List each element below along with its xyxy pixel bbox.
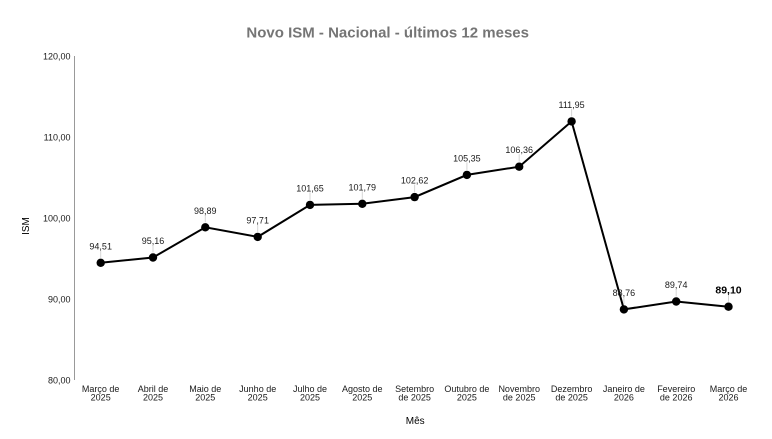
svg-text:111,95: 111,95	[558, 100, 584, 110]
svg-text:98,89: 98,89	[194, 206, 217, 216]
svg-text:Mês: Mês	[406, 416, 425, 427]
svg-text:90,00: 90,00	[48, 295, 71, 305]
svg-text:95,16: 95,16	[142, 236, 165, 246]
svg-text:120,00: 120,00	[43, 51, 71, 61]
svg-text:89,74: 89,74	[665, 280, 688, 290]
svg-text:106,36: 106,36	[505, 145, 533, 155]
svg-text:102,62: 102,62	[401, 176, 429, 186]
svg-text:80,00: 80,00	[48, 376, 71, 386]
svg-text:ISM: ISM	[21, 217, 32, 235]
svg-text:89,10: 89,10	[715, 285, 741, 297]
svg-text:88,76: 88,76	[613, 288, 636, 298]
svg-text:110,00: 110,00	[44, 132, 71, 142]
svg-text:97,71: 97,71	[246, 215, 269, 225]
svg-text:94,51: 94,51	[89, 241, 112, 251]
svg-text:105,35: 105,35	[453, 153, 481, 163]
svg-text:101,65: 101,65	[296, 183, 324, 193]
svg-text:100,00: 100,00	[43, 214, 71, 224]
svg-text:Novo ISM - Nacional - últimos: Novo ISM - Nacional - últimos 12 meses	[246, 25, 529, 42]
svg-text:101,79: 101,79	[349, 182, 377, 192]
